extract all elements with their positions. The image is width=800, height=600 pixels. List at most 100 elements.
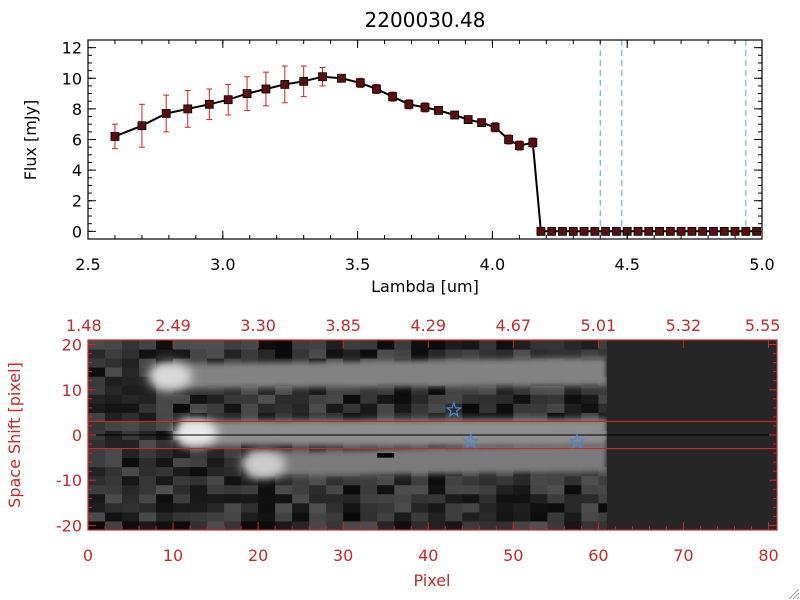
noise-cell (139, 412, 157, 422)
y-tick-label-0: 0 (72, 222, 82, 241)
noise-cell (547, 493, 565, 504)
noise-cell (496, 475, 514, 486)
noise-cell (445, 385, 463, 395)
noise-cell (105, 457, 123, 468)
noise-cell (122, 403, 140, 413)
noise-cell (343, 340, 361, 350)
noise-cell (190, 493, 208, 504)
resize-grip-icon[interactable] (786, 586, 800, 600)
noise-cell (445, 511, 463, 522)
noise-cell (564, 385, 582, 395)
noise-cell (258, 502, 276, 513)
noise-cell (207, 340, 225, 350)
data-point-12 (355, 78, 365, 88)
noise-cell (139, 448, 157, 459)
noise-cell (496, 403, 514, 413)
data-point-24 (528, 138, 538, 147)
noise-cell (258, 520, 276, 530)
noise-cell (513, 385, 531, 395)
noise-cell (547, 349, 565, 359)
noise-cell (292, 493, 310, 504)
noise-cell (326, 349, 344, 359)
noise-cell (122, 349, 140, 359)
noise-cell (581, 493, 599, 504)
noise-cell (241, 511, 259, 522)
noise-cell (190, 358, 208, 368)
noise-cell (513, 394, 531, 404)
y-tick-label-4: 8 (72, 100, 82, 119)
noise-cell (156, 502, 174, 513)
noise-cell (88, 502, 106, 513)
noise-cell (309, 349, 327, 359)
data-point-43 (730, 226, 740, 236)
noise-cell (428, 475, 446, 486)
noise-cell (547, 340, 565, 350)
noise-cell (462, 511, 480, 522)
noise-cell (564, 412, 582, 422)
noise-cell (360, 394, 378, 404)
noise-cell (105, 466, 123, 477)
data-point-26 (547, 226, 557, 236)
noise-cell (360, 511, 378, 522)
image-top-ticks: 1.48 2.49 3.30 3.85 4.29 4.67 5.01 5.32 5.55 (66, 316, 780, 348)
data-point-14 (388, 92, 398, 102)
noise-cell (156, 484, 174, 495)
noise-cell (139, 466, 157, 477)
x-tick-label-8: 80 (758, 546, 778, 565)
noise-cell (411, 394, 429, 404)
noise-cell (275, 484, 293, 495)
noise-cell (309, 340, 327, 350)
noise-cell (122, 421, 140, 431)
noise-cell (190, 448, 208, 459)
image-y-ticks: -20 -10 0 10 20 (56, 336, 777, 535)
noise-cell (207, 448, 225, 459)
data-point-28 (568, 226, 578, 236)
image-lines (88, 420, 777, 458)
noise-cell (207, 520, 225, 530)
noise-cell (377, 493, 395, 504)
data-point-7 (261, 84, 271, 94)
noise-cell (564, 349, 582, 359)
noise-cell (360, 385, 378, 395)
noise-cell (445, 475, 463, 486)
data-point-23 (514, 141, 524, 151)
noise-cell (547, 520, 565, 530)
noise-cell (377, 394, 395, 404)
noise-cell (479, 394, 497, 404)
noise-cell (428, 493, 446, 504)
noise-cell (513, 340, 531, 350)
trace-peak-1 (173, 418, 218, 447)
noise-cell (292, 385, 310, 395)
noise-cell (139, 403, 157, 413)
data-point-42 (719, 226, 729, 236)
noise-cell (343, 349, 361, 359)
data-point-17 (434, 106, 443, 115)
x-tick-label-1: 3.0 (210, 255, 235, 274)
noise-cell (258, 394, 276, 404)
noise-cell (513, 403, 531, 413)
noise-cell (394, 511, 412, 522)
noise-cell (581, 511, 599, 522)
data-point-27 (558, 226, 567, 236)
noise-cell (394, 520, 412, 530)
noise-cell (122, 385, 140, 395)
data-point-41 (709, 226, 718, 236)
noise-cell (88, 475, 106, 486)
noise-cell (496, 520, 514, 530)
noise-cell (88, 511, 106, 522)
noise-cell (394, 349, 412, 359)
noise-cell (411, 511, 429, 522)
data-point-20 (477, 118, 487, 128)
noise-cell (496, 394, 514, 404)
x-tick-label-2: 20 (248, 546, 268, 565)
noise-cell (292, 520, 310, 530)
noise-cell (428, 502, 446, 513)
noise-cell (122, 520, 140, 530)
spectrum-y-ticks: 0 2 4 6 8 10 12 (62, 39, 762, 241)
noise-cell (105, 448, 123, 459)
noise-cell (122, 448, 140, 459)
noise-cell (224, 484, 242, 495)
data-point-25 (536, 226, 546, 236)
noise-cell (377, 475, 395, 486)
noise-cell (513, 475, 531, 486)
